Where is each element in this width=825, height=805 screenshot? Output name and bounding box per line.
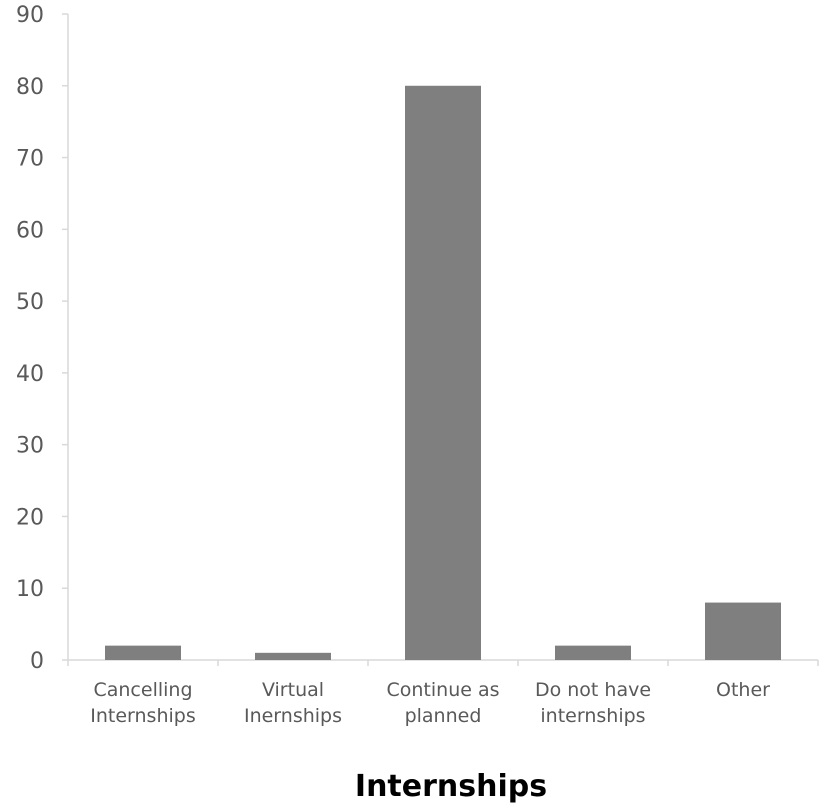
y-tick-label: 40	[16, 362, 44, 387]
y-tick-label: 20	[16, 505, 44, 530]
category-label: Virtual Inernships	[244, 679, 342, 727]
bar	[255, 652, 331, 660]
bar	[705, 602, 781, 660]
y-tick-label: 60	[16, 218, 44, 243]
category-label: Cancelling Internships	[90, 679, 195, 727]
bar	[405, 85, 481, 661]
bar	[105, 645, 181, 660]
y-axis: 0 10 20 30 40 50 60 70 80 90	[16, 3, 69, 674]
bar	[555, 645, 631, 660]
bars	[105, 85, 781, 661]
category-label: Do not have internships	[535, 679, 651, 727]
y-tick-label: 30	[16, 434, 44, 459]
y-tick-label: 70	[16, 147, 44, 172]
y-tick-label: 80	[16, 75, 44, 100]
category-label: Continue as planned	[386, 679, 499, 727]
category-label: Other	[716, 679, 770, 701]
y-tick-label: 10	[16, 577, 44, 602]
y-tick-label: 50	[16, 290, 44, 315]
x-axis	[67, 659, 819, 666]
category-labels: Cancelling Internships Virtual Inernships Co…	[90, 679, 770, 727]
x-axis-title: Internships	[355, 769, 547, 804]
y-tick-label: 90	[16, 3, 44, 28]
y-tick-label: 0	[30, 649, 44, 674]
